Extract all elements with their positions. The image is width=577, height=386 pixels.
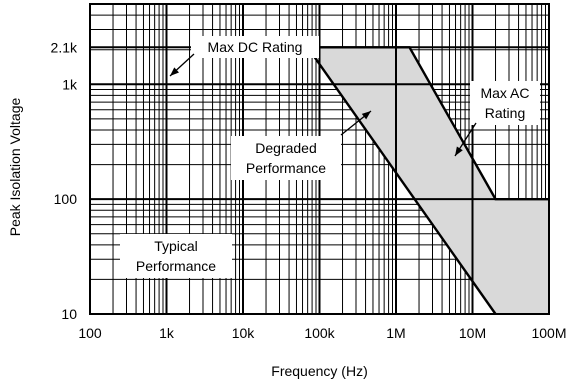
callout-arrowhead (455, 146, 463, 156)
x-tick-label: 1M (386, 325, 405, 341)
y-tick-label: 100 (54, 191, 78, 207)
x-tick-label: 10M (459, 325, 486, 341)
plot-frame (89, 3, 550, 315)
callout-label-degraded: Performance (246, 160, 326, 176)
callout-box (191, 36, 319, 58)
callout-label-typical: Typical (154, 238, 198, 254)
callout-label-max-dc: Max DC Rating (208, 39, 303, 55)
callout-label-max-ac: Max AC (480, 85, 529, 101)
series-line-1 (307, 46, 549, 201)
x-tick-label: 100 (78, 325, 102, 341)
y-tick-label: 2.1k (51, 39, 78, 55)
y-tick-label: 1k (62, 76, 78, 92)
callout-label-degraded: Degraded (255, 140, 317, 156)
callout-arrowhead (361, 111, 371, 120)
x-tick-label: 1k (159, 325, 175, 341)
callout-arrowhead (170, 67, 179, 76)
callout-label-typical: Performance (136, 258, 216, 274)
y-axis-label: Peak Isolation Voltage (7, 98, 23, 237)
series-line-2 (306, 46, 497, 315)
y-tick-label: 10 (61, 306, 77, 322)
series-lines (306, 46, 549, 315)
x-tick-label: 100k (304, 325, 335, 341)
callout-box (231, 136, 341, 180)
callout-box (120, 234, 232, 278)
callout-box (470, 81, 540, 125)
callouts: Max DC Rating Max AC Rating Degraded Perform… (120, 36, 540, 278)
callout-label-max-ac: Rating (485, 105, 525, 121)
x-tick-label: 100M (531, 325, 566, 341)
x-tick-label: 10k (232, 325, 256, 341)
x-axis-label: Frequency (Hz) (271, 363, 367, 379)
